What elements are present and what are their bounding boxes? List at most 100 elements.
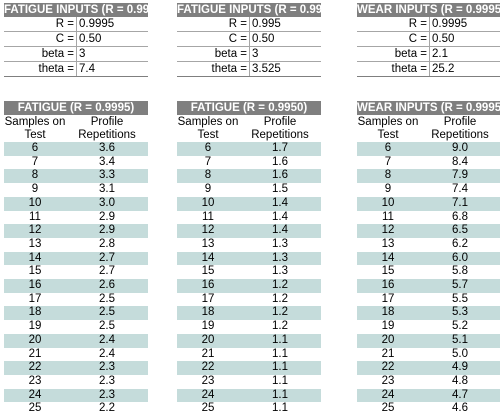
repetitions-cell: 9.0 [419, 142, 500, 156]
input-value: 3 [250, 47, 322, 62]
samples-cell: 8 [357, 169, 419, 183]
repetitions-cell: 2.9 [66, 211, 148, 225]
repetitions-cell: 6.2 [419, 238, 500, 252]
repetitions-cell: 2.3 [66, 389, 148, 403]
input-key: theta = [4, 62, 77, 77]
repetitions-cell: 2.7 [66, 265, 148, 279]
repetitions-cell: 5.3 [419, 306, 500, 320]
repetitions-cell: 2.4 [66, 348, 148, 362]
samples-cell: 14 [4, 252, 66, 266]
samples-cell: 18 [177, 306, 239, 320]
repetitions-cell: 4.9 [419, 361, 500, 375]
repetitions-cell: 5.8 [419, 265, 500, 279]
repetitions-cell: 3.6 [66, 142, 148, 156]
input-row: C =0.50 [4, 32, 148, 47]
input-value: 0.50 [430, 32, 500, 47]
repetitions-cell: 1.4 [239, 211, 321, 225]
samples-cell: 22 [177, 361, 239, 375]
input-key: theta = [357, 62, 430, 77]
input-row: beta =3 [177, 47, 321, 62]
samples-cell: 22 [357, 361, 419, 375]
samples-cell: 15 [177, 265, 239, 279]
input-value: 3.525 [250, 62, 322, 77]
results-panel-title: FATIGUE (R = 0.9950) [177, 101, 321, 115]
repetitions-cell: 6.5 [419, 224, 500, 238]
samples-cell: 17 [4, 293, 66, 307]
samples-cell: 16 [357, 279, 419, 293]
repetitions-cell: 2.8 [66, 238, 148, 252]
repetitions-cell: 1.7 [239, 142, 321, 156]
input-panel-title: WEAR INPUTS (R = 0.9995) [357, 3, 500, 17]
repetitions-cell: 1.1 [239, 375, 321, 389]
repetitions-cell: 3.3 [66, 169, 148, 183]
repetitions-cell: 6.0 [419, 252, 500, 266]
samples-cell: 13 [177, 238, 239, 252]
samples-cell: 24 [357, 389, 419, 403]
repetitions-cell: 7.4 [419, 183, 500, 197]
repetitions-cell: 2.3 [66, 375, 148, 389]
input-value: 3 [77, 47, 149, 62]
repetitions-cell: 1.3 [239, 238, 321, 252]
samples-cell: 8 [4, 169, 66, 183]
samples-cell: 10 [4, 197, 66, 211]
input-key: R = [357, 17, 430, 32]
input-key: C = [357, 32, 430, 47]
samples-cell: 25 [177, 402, 239, 416]
input-value: 0.50 [77, 32, 149, 47]
samples-cell: 9 [177, 183, 239, 197]
repetitions-cell: 5.0 [419, 348, 500, 362]
samples-cell: 8 [177, 169, 239, 183]
samples-cell: 25 [4, 402, 66, 416]
samples-cell: 19 [177, 320, 239, 334]
samples-column-header: Samples on Test [357, 115, 419, 142]
samples-cell: 23 [4, 375, 66, 389]
input-value: 0.50 [250, 32, 322, 47]
repetitions-cell: 1.2 [239, 293, 321, 307]
samples-cell: 13 [4, 238, 66, 252]
repetitions-cell: 1.1 [239, 389, 321, 403]
samples-cell: 14 [357, 252, 419, 266]
samples-cell: 6 [177, 142, 239, 156]
repetitions-cell: 1.4 [239, 197, 321, 211]
repetitions-cell: 2.5 [66, 320, 148, 334]
repetitions-cell: 1.1 [239, 361, 321, 375]
repetitions-cell: 2.3 [66, 361, 148, 375]
repetitions-cell: 8.4 [419, 156, 500, 170]
repetitions-cell: 1.1 [239, 402, 321, 416]
input-key: beta = [4, 47, 77, 62]
